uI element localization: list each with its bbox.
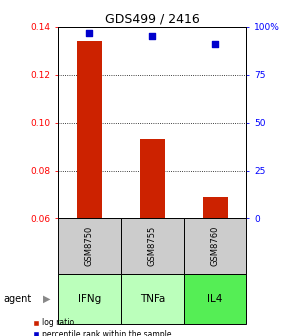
Bar (184, 218, 246, 274)
Bar (202, 197, 228, 218)
Bar (121, 218, 184, 274)
Text: TNFa: TNFa (139, 294, 165, 304)
Text: IL4: IL4 (207, 294, 223, 304)
Bar (58, 218, 121, 274)
Point (87, 30, 92, 35)
Text: agent: agent (3, 294, 31, 304)
Text: IFNg: IFNg (78, 294, 101, 304)
Bar (58, 274, 121, 324)
Text: ▶: ▶ (43, 294, 51, 304)
Legend: log ratio, percentile rank within the sample: log ratio, percentile rank within the sa… (33, 318, 171, 336)
Bar (140, 139, 165, 218)
Text: GSM8750: GSM8750 (85, 226, 94, 266)
Point (150, 34, 155, 39)
Point (213, 41, 218, 47)
Text: GSM8760: GSM8760 (211, 226, 220, 266)
Bar (121, 274, 184, 324)
Text: GSM8755: GSM8755 (148, 226, 157, 266)
Bar (184, 274, 246, 324)
Bar (77, 41, 102, 218)
Title: GDS499 / 2416: GDS499 / 2416 (105, 13, 200, 26)
